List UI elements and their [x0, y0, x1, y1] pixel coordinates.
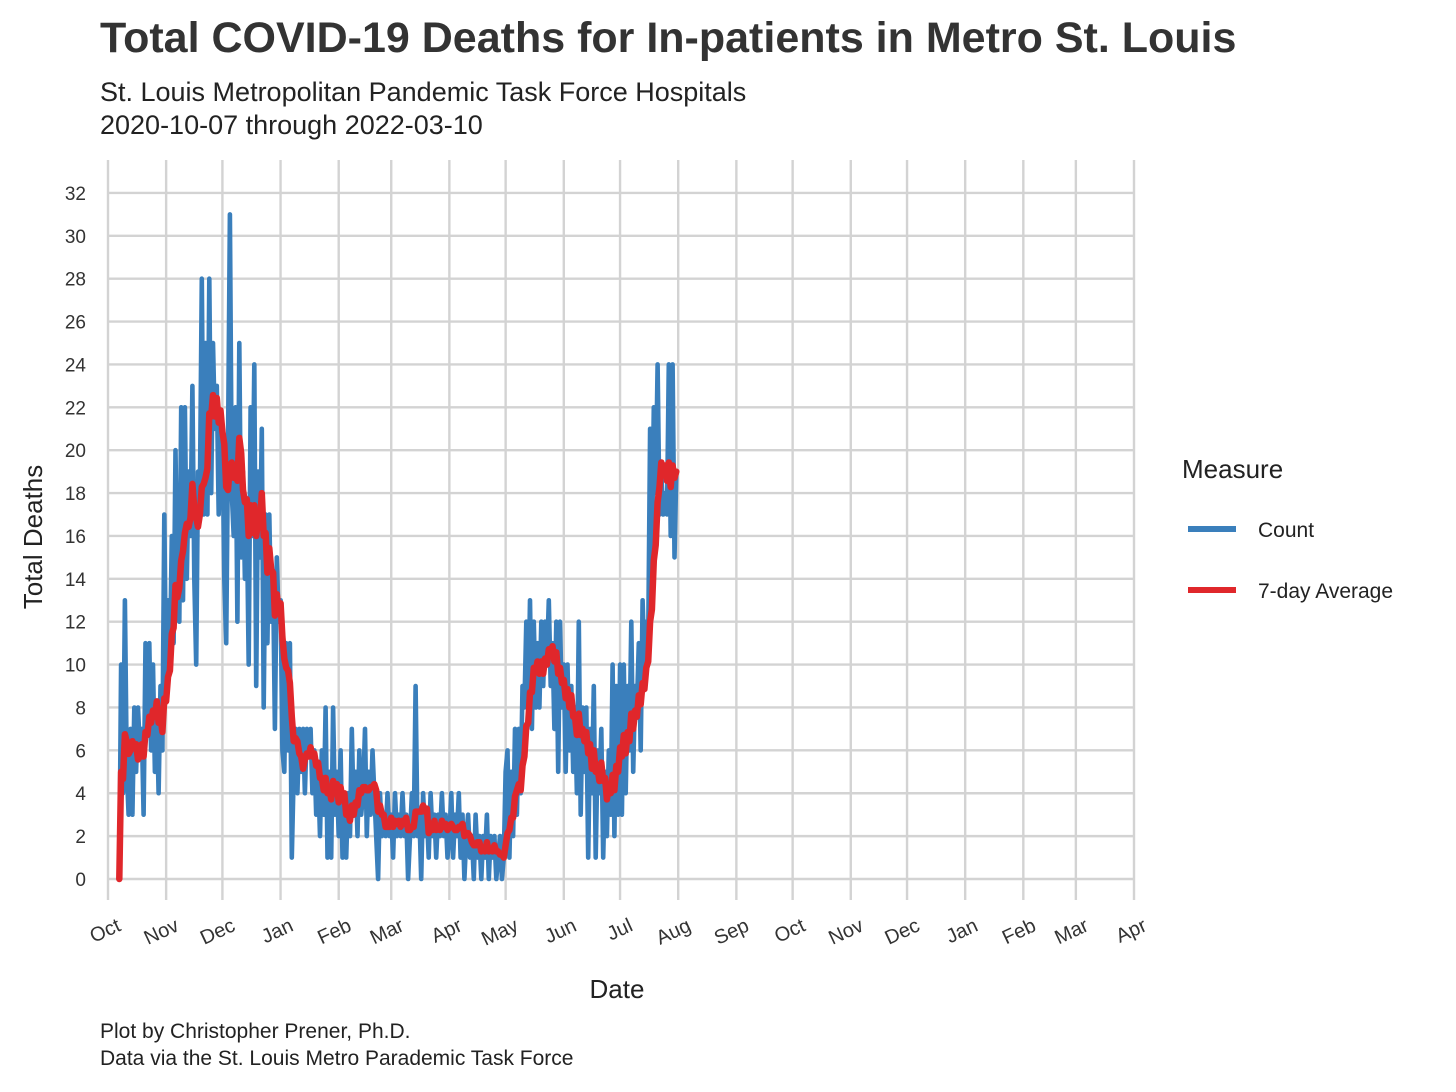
x-tick-label: Feb [314, 915, 355, 950]
x-tick-label: Apr [428, 914, 466, 947]
y-tick-label: 26 [65, 313, 86, 334]
x-tick-label: Dec [197, 915, 239, 950]
y-tick-label: 2 [75, 827, 86, 848]
chart-caption: Plot by Christopher Prener, Ph.D. Data v… [100, 1018, 573, 1072]
x-tick-label: Nov [141, 915, 183, 950]
y-tick-label: 6 [75, 741, 86, 762]
x-tick-label: Oct [771, 914, 809, 947]
x-tick-label: Mar [367, 914, 408, 949]
legend-title: Measure [1182, 454, 1283, 484]
x-tick-label: Sep [711, 915, 753, 950]
x-tick-label: Jan [943, 915, 982, 949]
x-tick-label: Apr [1113, 914, 1151, 947]
x-tick-label: Oct [87, 914, 125, 947]
caption-line-1: Plot by Christopher Prener, Ph.D. [100, 1020, 411, 1043]
y-tick-label: 18 [65, 484, 86, 505]
series-layer [116, 212, 680, 883]
x-axis-ticks: Oct Nov Dec Jan Feb Mar Apr May Jun Jul Aug Sep Oct N… [87, 914, 1151, 950]
x-tick-label: Feb [999, 915, 1040, 950]
x-tick-label: Mar [1051, 914, 1092, 949]
y-tick-label: 20 [65, 441, 86, 462]
x-tick-label: Nov [825, 915, 867, 950]
y-tick-label: 24 [65, 355, 87, 376]
y-axis-title: Total Deaths [18, 465, 48, 610]
y-tick-label: 16 [65, 527, 86, 548]
y-tick-label: 30 [65, 227, 86, 248]
y-tick-label: 28 [65, 270, 86, 291]
legend-label-average: 7-day Average [1258, 580, 1393, 603]
chart-subtitle: St. Louis Metropolitan Pandemic Task For… [100, 76, 746, 142]
legend: Measure Count 7-day Average [1182, 454, 1393, 603]
chart-title: Total COVID-19 Deaths for In-patients in… [100, 14, 1237, 62]
x-tick-label: Jul [604, 915, 636, 946]
series-count-line [117, 212, 679, 882]
series-7-day-average-line [116, 391, 680, 883]
y-tick-label: 32 [65, 184, 86, 205]
legend-label-count: Count [1258, 519, 1314, 542]
caption-line-2: Data via the St. Louis Metro Parademic T… [100, 1047, 574, 1070]
y-tick-label: 8 [75, 698, 86, 719]
x-tick-label: Jun [541, 915, 580, 949]
subtitle-line-2: 2020-10-07 through 2022-03-10 [100, 110, 483, 140]
x-tick-label: Aug [653, 915, 695, 950]
y-tick-label: 0 [75, 870, 86, 891]
y-tick-label: 14 [65, 570, 87, 591]
y-tick-label: 22 [65, 398, 86, 419]
x-tick-label: Jan [258, 915, 297, 949]
y-tick-label: 4 [75, 784, 86, 805]
x-tick-label: May [478, 915, 522, 951]
subtitle-line-1: St. Louis Metropolitan Pandemic Task For… [100, 77, 747, 107]
x-axis-title: Date [590, 974, 645, 1004]
y-tick-label: 10 [65, 656, 86, 677]
y-tick-label: 12 [65, 613, 86, 634]
x-tick-label: Dec [882, 915, 924, 950]
